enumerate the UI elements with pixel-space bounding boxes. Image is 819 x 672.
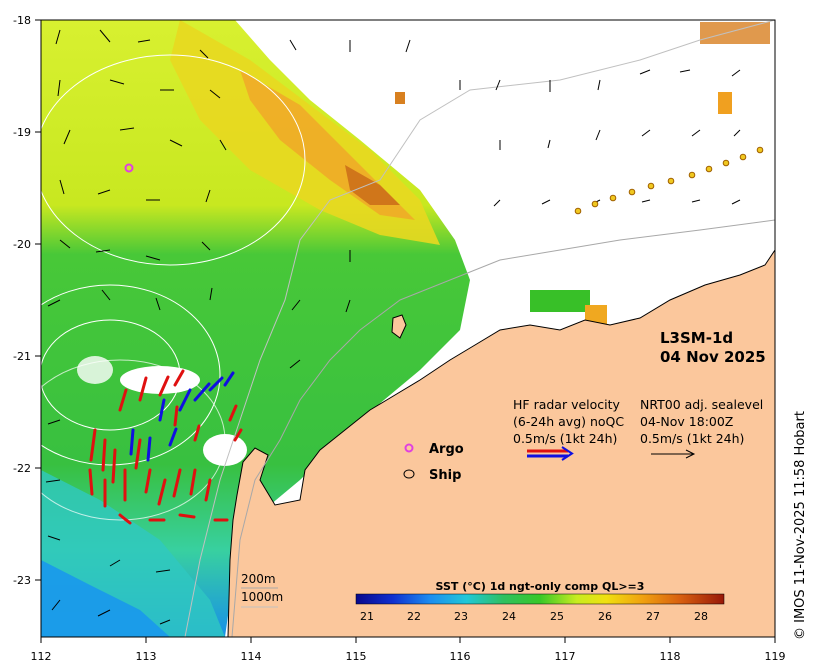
map-plot-area: [41, 20, 775, 637]
radar-legend-line1: HF radar velocity: [513, 397, 621, 412]
cloud-gap: [203, 434, 247, 466]
colorbar-tick: 22: [407, 610, 421, 623]
cloud-gap: [120, 366, 200, 394]
radar-legend-arrow: [527, 446, 574, 461]
ship-track: [574, 146, 764, 215]
colorbar-tick: 21: [360, 610, 374, 623]
sealevel-legend-line3: 0.5m/s (1kt 24h): [640, 431, 744, 446]
argo-float-marker: [124, 163, 134, 173]
product-name: L3SM-1d: [660, 329, 733, 347]
argo-legend-icon: [404, 443, 414, 453]
colorbar-tick: 24: [502, 610, 516, 623]
colorbar-tick: 23: [454, 610, 468, 623]
sst-patch: [585, 305, 607, 325]
isobath-1000m: [184, 20, 775, 637]
lon-tick-label: 115: [346, 650, 367, 663]
lon-tick-label: 116: [450, 650, 471, 663]
sst-hot-core: [345, 165, 400, 205]
copyright-credit: © IMOS 11-Nov-2025 11:58 Hobart: [793, 411, 808, 640]
lat-tick-label: -19: [13, 126, 31, 139]
isobath-200m: [231, 219, 775, 637]
colorbar: [355, 593, 725, 605]
colorbar-title: SST (°C) 1d ngt-only comp QL>=3: [436, 580, 645, 593]
lon-tick-label: 114: [241, 650, 262, 663]
lon-tick-label: 119: [765, 650, 786, 663]
sealevel-vectors: [45, 29, 741, 625]
isobath-200m-label: 200m: [241, 572, 276, 586]
lon-tick-label: 112: [31, 650, 52, 663]
sealevel-legend-arrow: [651, 449, 696, 459]
land-mass: [227, 249, 775, 637]
colorbar-tick: 27: [646, 610, 660, 623]
sst-patch: [700, 22, 770, 44]
eddy-contour: [41, 284, 221, 466]
lon-tick-label: 118: [660, 650, 681, 663]
lat-tick-label: -22: [13, 462, 31, 475]
hf-radar-vectors-red: [88, 369, 243, 525]
sealevel-legend-line1: NRT00 adj. sealevel: [640, 397, 763, 412]
hf-radar-vectors-blue: [129, 371, 235, 462]
lat-tick-label: -21: [13, 350, 31, 363]
sst-patch: [530, 290, 590, 312]
ship-legend-label: Ship: [429, 468, 461, 483]
product-date: 04 Nov 2025: [660, 348, 766, 366]
radar-legend-line3: 0.5m/s (1kt 24h): [513, 431, 617, 446]
argo-legend-label: Argo: [429, 442, 464, 457]
lat-tick-label: -18: [13, 14, 31, 27]
sst-patch: [395, 92, 405, 104]
sst-patch: [718, 92, 732, 114]
cloud-gap: [77, 356, 113, 384]
eddy-contour: [41, 359, 226, 521]
colorbar-tick: 25: [550, 610, 564, 623]
lon-tick-label: 117: [555, 650, 576, 663]
colorbar-tick-labels: 21 22 23 24 25 26 27 28: [360, 610, 708, 623]
radar-legend-line2: (6-24h avg) noQC: [513, 414, 624, 429]
island: [391, 314, 407, 339]
colorbar-tick: 28: [694, 610, 708, 623]
sst-blue-corner: [41, 560, 170, 637]
colorbar-tick: 26: [598, 610, 612, 623]
lon-tick-labels: 112 113 114 115 116 117 118 119: [31, 650, 786, 663]
lon-tick-label: 113: [136, 650, 157, 663]
eddy-contour: [41, 54, 306, 266]
plot-frame: [40, 19, 776, 638]
lon-axis: [40, 637, 776, 643]
lat-axis: [35, 19, 41, 581]
lat-tick-label: -23: [13, 574, 31, 587]
lat-tick-label: -20: [13, 238, 31, 251]
sealevel-legend-line2: 04-Nov 18:00Z: [640, 414, 733, 429]
isobath-1000m-label: 1000m: [241, 590, 283, 604]
ship-legend-icon: [403, 469, 415, 479]
lat-tick-labels: -18 -19 -20 -21 -22 -23: [13, 14, 31, 587]
